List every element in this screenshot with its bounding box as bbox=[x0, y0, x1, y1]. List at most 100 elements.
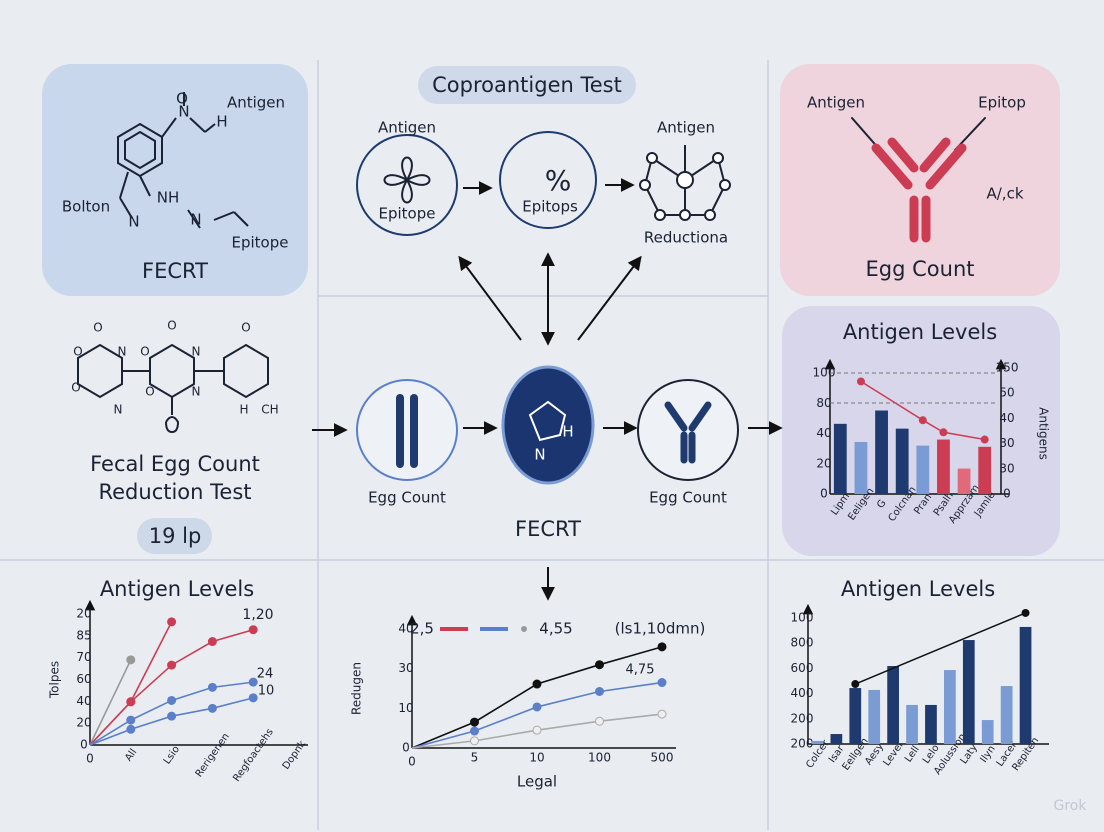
dividers bbox=[0, 60, 1104, 830]
x-axis-label: Legal bbox=[517, 773, 557, 791]
atom: N bbox=[178, 103, 189, 121]
atom: H bbox=[562, 423, 573, 441]
label: Antigen bbox=[227, 94, 285, 112]
y-tick-label: 200 bbox=[791, 711, 814, 725]
point bbox=[126, 697, 136, 707]
y2-tick-label: 150 bbox=[996, 361, 1019, 375]
point bbox=[856, 377, 865, 386]
point bbox=[851, 680, 860, 689]
point bbox=[248, 677, 258, 687]
annotation: 10 bbox=[258, 684, 275, 699]
point bbox=[470, 717, 479, 727]
y-tick-label: 10 bbox=[398, 701, 413, 715]
label: A/,ck bbox=[986, 185, 1023, 203]
x-tick-label: 5 bbox=[471, 751, 479, 765]
y-tick-label: 200 bbox=[791, 737, 814, 751]
bar bbox=[981, 720, 994, 744]
label: Antigen bbox=[657, 119, 715, 137]
point bbox=[126, 715, 136, 725]
antibody-panel bbox=[780, 64, 1060, 296]
bar bbox=[978, 446, 992, 494]
point bbox=[248, 693, 258, 703]
point bbox=[167, 660, 177, 670]
atom: O bbox=[145, 385, 154, 399]
y-tick-label: 40 bbox=[816, 426, 831, 440]
bar bbox=[962, 640, 975, 744]
point bbox=[532, 679, 542, 689]
label: % bbox=[545, 164, 572, 197]
y-tick-label: 20 bbox=[816, 456, 831, 470]
fecrt-panel bbox=[42, 64, 308, 296]
point bbox=[207, 682, 217, 692]
y-tick-label: 0 bbox=[80, 738, 88, 752]
point bbox=[126, 724, 136, 734]
y-tick-label: 100 bbox=[813, 366, 836, 380]
x-tick-label: 0 bbox=[408, 755, 416, 769]
x-tick-label: 10 bbox=[529, 751, 544, 765]
chart-title: Antigen Levels bbox=[100, 577, 254, 601]
y-axis-label: Redugen bbox=[350, 662, 364, 715]
chart-title: Antigen Levels bbox=[843, 320, 997, 344]
y2-axis-label: Antigens bbox=[1037, 407, 1051, 460]
y-tick-label: 20 bbox=[76, 607, 91, 621]
y2-tick-label: 30 bbox=[999, 436, 1014, 450]
atom: H bbox=[216, 113, 227, 131]
series-line bbox=[89, 628, 254, 746]
y-tick-label: 85 bbox=[76, 628, 91, 642]
label: Antigen bbox=[378, 119, 436, 137]
bar bbox=[1019, 626, 1032, 744]
series-line bbox=[411, 681, 663, 749]
bar bbox=[849, 688, 862, 744]
point bbox=[980, 435, 989, 444]
bar bbox=[1000, 686, 1013, 744]
bar bbox=[830, 734, 843, 744]
x-tick-label: Rerigenen bbox=[194, 731, 232, 779]
point bbox=[595, 716, 604, 726]
y-tick-label: 40 bbox=[398, 622, 413, 636]
point bbox=[595, 686, 604, 696]
atom: H bbox=[239, 403, 248, 417]
atom: O bbox=[71, 381, 80, 395]
point bbox=[207, 703, 217, 713]
y-tick-label: 20 bbox=[76, 716, 91, 730]
point bbox=[470, 726, 479, 736]
atom: O bbox=[167, 319, 176, 333]
series-line bbox=[89, 659, 132, 746]
bar bbox=[887, 666, 899, 744]
x-tick-label: Lell bbox=[903, 744, 922, 764]
atom: CH bbox=[261, 403, 278, 417]
trend bbox=[855, 612, 1026, 685]
y-axis-label: Tolpes bbox=[48, 661, 62, 699]
y-tick-label: 0 bbox=[820, 487, 828, 501]
bar bbox=[916, 445, 930, 494]
watermark: Grok bbox=[1054, 798, 1088, 814]
point bbox=[532, 725, 542, 735]
legend-label: 2,5 bbox=[410, 620, 434, 638]
point bbox=[126, 655, 136, 665]
atom: N bbox=[534, 446, 545, 464]
label: Bolton bbox=[62, 198, 110, 216]
y2-tick-label: 30 bbox=[999, 461, 1014, 475]
bar bbox=[868, 689, 881, 744]
point bbox=[207, 637, 217, 647]
point bbox=[918, 416, 927, 425]
y-tick-label: 800 bbox=[791, 636, 814, 650]
molecule bbox=[77, 343, 269, 434]
antibody bbox=[851, 117, 986, 243]
molecule bbox=[117, 92, 249, 229]
y2-tick-label: 0 bbox=[1003, 487, 1011, 501]
x-tick-label: Dopnk bbox=[281, 739, 309, 772]
point bbox=[532, 702, 542, 712]
panel-title: Fecal Egg Count bbox=[90, 452, 260, 476]
panel-title: FECRT bbox=[142, 259, 208, 283]
y-tick-label: 70 bbox=[76, 650, 91, 664]
bar bbox=[854, 441, 868, 494]
label: Reductiona bbox=[644, 229, 728, 247]
y-tick-label: 80 bbox=[816, 396, 831, 410]
legend-note: (ls1,10dmn) bbox=[615, 620, 706, 638]
annotation: 4,75 bbox=[626, 663, 655, 678]
y2-tick-label: 40 bbox=[999, 411, 1014, 425]
y-tick-label: 400 bbox=[791, 686, 814, 700]
